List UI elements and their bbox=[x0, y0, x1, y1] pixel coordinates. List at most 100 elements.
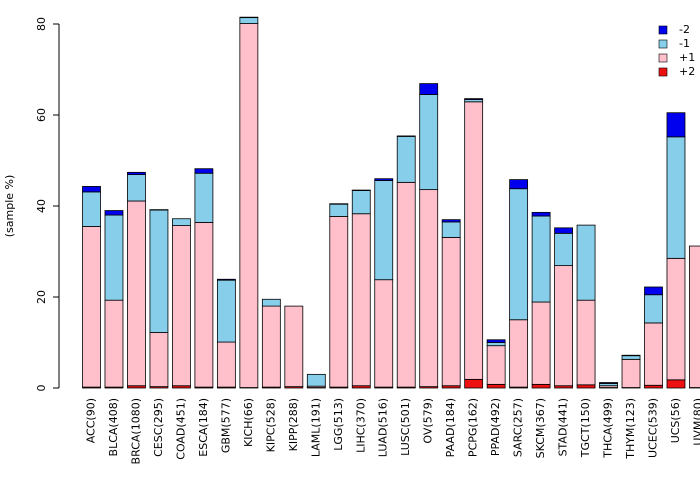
bar-segment bbox=[667, 137, 685, 258]
x-tick-label: KIPP(288) bbox=[287, 398, 300, 451]
bar-segment bbox=[195, 222, 213, 387]
x-tick-label: BRCA(1080) bbox=[129, 398, 142, 464]
bar-segment bbox=[532, 302, 550, 384]
y-tick-label: 20 bbox=[35, 290, 48, 304]
legend-swatch bbox=[659, 54, 667, 62]
y-tick-label: 60 bbox=[35, 108, 48, 122]
bar-segment bbox=[105, 211, 123, 216]
x-tick-label: THCA(499) bbox=[602, 398, 615, 459]
legend-swatch bbox=[659, 40, 667, 48]
bar-segment bbox=[667, 380, 685, 388]
bar-segment bbox=[689, 246, 700, 388]
bar-segment bbox=[465, 379, 483, 388]
bar-segment bbox=[105, 215, 123, 300]
bar-segment bbox=[645, 385, 663, 388]
x-tick-label: KIPC(528) bbox=[264, 398, 277, 452]
legend-swatch bbox=[659, 68, 667, 76]
bar-segment bbox=[375, 181, 393, 280]
bar-segment bbox=[487, 346, 505, 385]
bar-segment bbox=[645, 323, 663, 385]
bar-segment bbox=[577, 225, 595, 300]
bar-segment bbox=[442, 220, 460, 222]
bar-segment bbox=[465, 99, 483, 100]
bar-segment bbox=[262, 306, 280, 387]
x-tick-label: SARC(257) bbox=[512, 398, 525, 457]
bar-segment bbox=[420, 95, 438, 190]
bar-segment bbox=[217, 342, 235, 387]
x-tick-label: ESCA(184) bbox=[197, 398, 210, 457]
bar-segment bbox=[532, 384, 550, 388]
x-tick-label: COAD(451) bbox=[174, 398, 187, 460]
bar-segment bbox=[420, 190, 438, 387]
x-tick-label: KICH(66) bbox=[242, 398, 255, 447]
x-tick-label: ACC(90) bbox=[85, 398, 98, 443]
bar-segment bbox=[532, 216, 550, 302]
x-tick-label: LIHC(370) bbox=[354, 398, 367, 453]
bar-segment bbox=[487, 384, 505, 388]
legend-label: -1 bbox=[679, 37, 690, 50]
bar-segment bbox=[105, 300, 123, 387]
x-tick-label: LGG(513) bbox=[332, 398, 345, 451]
bar-segment bbox=[262, 299, 280, 306]
bar-segment bbox=[217, 280, 235, 342]
bar-segment bbox=[172, 219, 190, 226]
x-tick-label: UVM(80) bbox=[691, 398, 700, 446]
bar-segment bbox=[487, 343, 505, 346]
bar-segment bbox=[330, 204, 348, 216]
x-tick-label: SKCM(367) bbox=[534, 398, 547, 458]
bar-segment bbox=[645, 287, 663, 295]
bar-segment bbox=[352, 191, 370, 214]
y-tick-label: 0 bbox=[35, 385, 48, 392]
x-tick-label: TGCT(150) bbox=[579, 398, 592, 458]
legend-label: +2 bbox=[679, 65, 695, 78]
bar-segment bbox=[510, 180, 528, 189]
bar-segment bbox=[240, 24, 258, 388]
bar-segment bbox=[150, 332, 168, 386]
legend-swatch bbox=[659, 26, 667, 34]
bar-segment bbox=[555, 233, 573, 265]
bar-segment bbox=[352, 214, 370, 386]
bar-segment bbox=[397, 182, 415, 387]
bar-segment bbox=[83, 226, 101, 387]
bars-layer bbox=[83, 17, 700, 388]
x-tick-label: UCS(56) bbox=[669, 398, 682, 443]
bar-segment bbox=[510, 189, 528, 320]
bar-segment bbox=[195, 169, 213, 174]
x-tick-label: BLCA(408) bbox=[107, 398, 120, 456]
bar-segment bbox=[645, 295, 663, 323]
bar-segment bbox=[532, 212, 550, 216]
bar-segment bbox=[397, 136, 415, 182]
bar-segment bbox=[195, 173, 213, 222]
legend-label: -2 bbox=[679, 23, 690, 36]
bar-segment bbox=[622, 359, 640, 387]
x-tick-label: LUAD(516) bbox=[377, 398, 390, 457]
bar-segment bbox=[375, 179, 393, 181]
bar-segment bbox=[577, 300, 595, 385]
y-axis-title: (sample %) bbox=[3, 175, 16, 238]
bar-segment bbox=[83, 192, 101, 227]
x-tick-label: THYM(123) bbox=[624, 398, 637, 460]
bar-segment bbox=[510, 320, 528, 387]
bar-segment bbox=[217, 279, 235, 280]
bar-segment bbox=[330, 216, 348, 387]
legend-label: +1 bbox=[679, 51, 695, 64]
bar-segment bbox=[487, 340, 505, 343]
x-tick-label: LUSC(501) bbox=[399, 398, 412, 456]
bar-segment bbox=[442, 222, 460, 237]
x-tick-label: STAD(441) bbox=[557, 398, 570, 456]
x-tick-label: OV(579) bbox=[422, 398, 435, 444]
x-tick-label: UCEC(539) bbox=[647, 398, 660, 458]
bar-segment bbox=[375, 280, 393, 387]
bar-segment bbox=[442, 237, 460, 385]
bar-segment bbox=[172, 226, 190, 386]
y-tick-label: 40 bbox=[35, 199, 48, 213]
bar-segment bbox=[307, 374, 325, 386]
x-tick-label: LAML(191) bbox=[309, 398, 322, 457]
bar-segment bbox=[622, 356, 640, 360]
bar-segment bbox=[465, 102, 483, 380]
x-tick-label: PPAD(492) bbox=[489, 398, 502, 456]
bar-segment bbox=[555, 266, 573, 386]
